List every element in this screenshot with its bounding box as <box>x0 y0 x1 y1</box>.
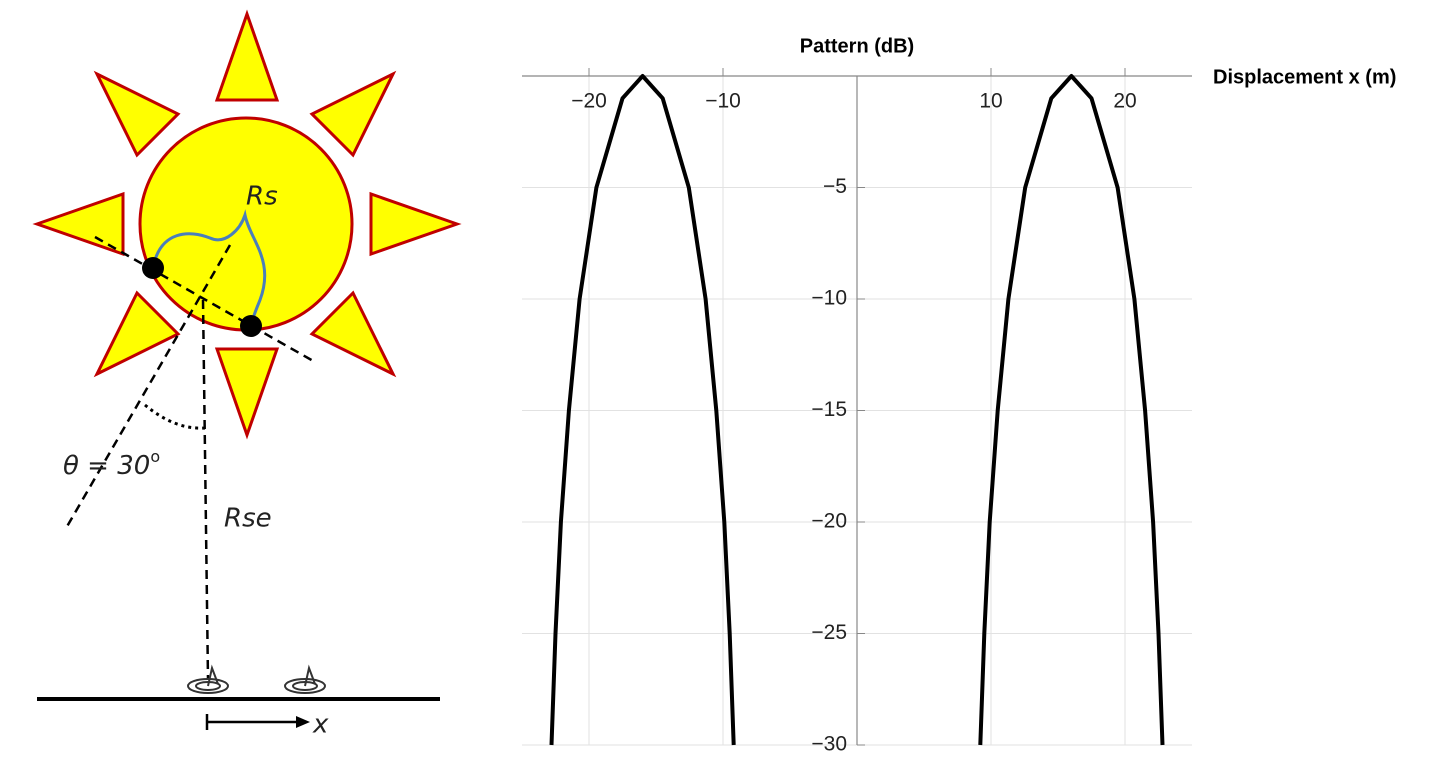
pattern-curve <box>978 74 1165 746</box>
x-tick-label: −20 <box>571 90 607 113</box>
y-tick-label: −25 <box>811 621 847 644</box>
dashed-lines <box>63 235 316 681</box>
x-label: x <box>312 710 329 740</box>
y-tick-label: −15 <box>811 398 847 421</box>
angle-arc <box>144 403 206 430</box>
sun-rays <box>32 9 462 440</box>
x-tick-label: 10 <box>979 90 1002 113</box>
sun-diagram: Rs θ = 30o Rse x <box>32 9 462 740</box>
point <box>142 257 164 279</box>
y-tick-label: −20 <box>811 510 847 533</box>
rse-label: Rse <box>224 504 272 534</box>
angle-text: θ = 30 <box>63 451 150 481</box>
y-tick-label: −30 <box>811 733 847 756</box>
y-tick-label: −10 <box>811 287 847 310</box>
rs-curve <box>151 209 267 327</box>
sun <box>138 116 354 332</box>
arrow-head <box>296 716 310 728</box>
pattern-curve <box>549 74 736 746</box>
x-tick-label: 20 <box>1113 90 1136 113</box>
rs-label: Rs <box>246 182 278 212</box>
y-tick-label: −5 <box>823 175 847 198</box>
y-axis-title: Pattern (dB) <box>800 35 914 57</box>
x-axis-title: Displacement x (m) <box>1213 66 1396 88</box>
angle-label: θ = 30o <box>63 447 160 481</box>
antennas <box>187 664 326 694</box>
point <box>240 315 262 337</box>
angle-unit: o <box>150 447 160 466</box>
x-tick-label: −10 <box>705 90 741 113</box>
